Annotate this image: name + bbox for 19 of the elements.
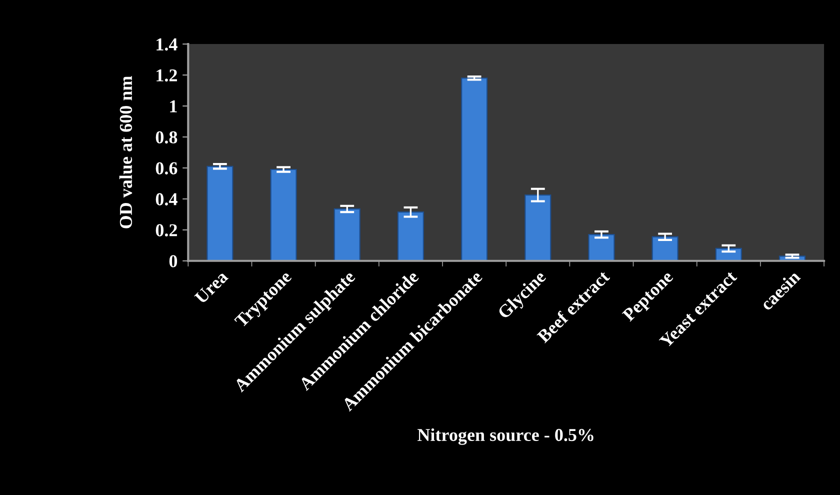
y-axis-title: OD value at 600 nm [119, 76, 132, 228]
bar [270, 168, 297, 261]
bar [334, 208, 360, 261]
y-tick-label: 0.8 [156, 131, 178, 144]
bar [588, 234, 615, 261]
y-tick-label: 1.2 [156, 69, 177, 82]
y-tick-label: 1.4 [156, 38, 178, 51]
y-tick-label: 1 [170, 100, 177, 112]
bar [652, 236, 678, 261]
bar [524, 194, 552, 261]
bar [206, 166, 234, 261]
y-tick-label: 0.4 [156, 193, 178, 206]
y-tick-label: 0.2 [156, 224, 177, 236]
bar [461, 78, 488, 261]
x-axis-title: Nitrogen source - 0.5% [418, 428, 594, 445]
x-tick-label: Urea [194, 270, 229, 305]
bar [397, 212, 424, 261]
y-tick-label: 0.6 [156, 162, 178, 174]
y-tick-label: 0 [169, 255, 178, 268]
